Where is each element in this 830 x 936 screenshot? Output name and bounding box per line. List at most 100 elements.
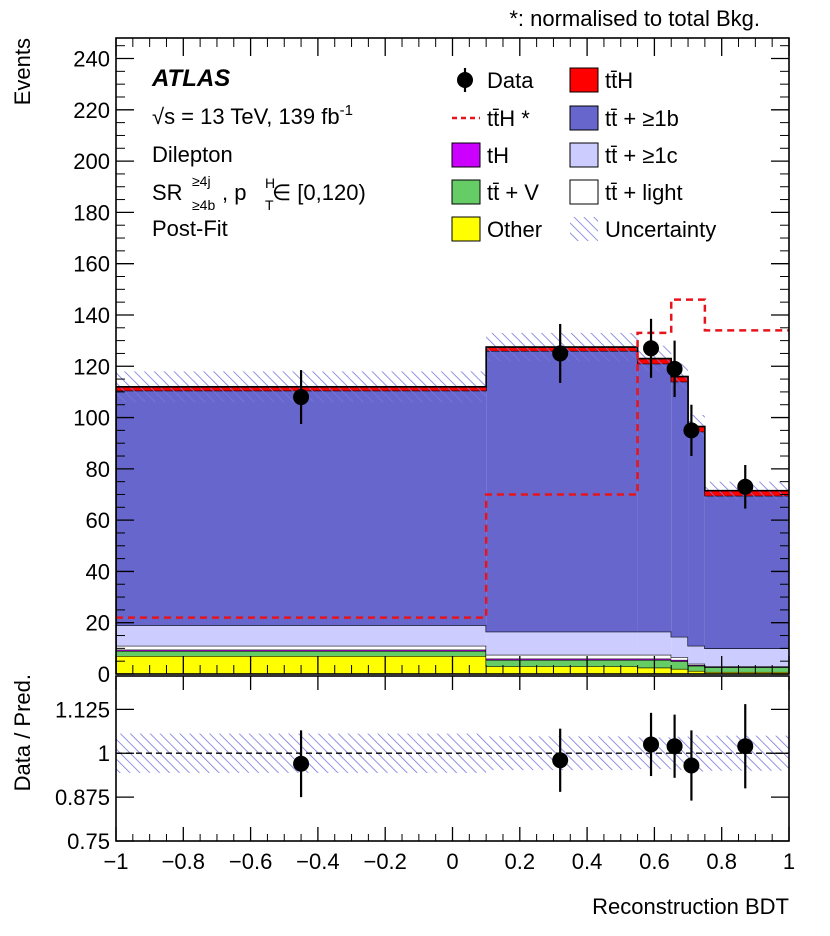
bar-ttV-bin-4 xyxy=(688,665,705,671)
data-point-0 xyxy=(293,389,310,406)
bar-ttV-bin-5 xyxy=(704,667,789,672)
main-ytick-label-11: 220 xyxy=(73,98,110,123)
bar-tt_light-bin-3 xyxy=(671,657,689,660)
x-tick-label-7: 0.4 xyxy=(572,849,603,874)
main-axes: 0 20 40 60 80 100 120 140 160 180 200 220 240 xyxy=(73,37,790,687)
bar-tt_1b-bin-3 xyxy=(671,381,689,637)
normalisation-note: *: normalised to total Bkg. xyxy=(509,6,760,31)
bar-tt_light-bin-1 xyxy=(486,654,638,659)
bar-other-bin-4 xyxy=(688,670,705,674)
region-label: SR xyxy=(152,180,183,205)
legend-item-tt_1b: tt̄ + ≥1b xyxy=(569,105,679,131)
legend-swatch xyxy=(569,105,599,131)
bar-tt_1c-bin-4 xyxy=(688,645,705,664)
bar-tt_1c-bin-0 xyxy=(116,625,487,646)
region-range: ∈ [0,120) xyxy=(272,180,366,205)
ratio-point-2 xyxy=(643,736,660,753)
ratio-ytick-label-3: 1.125 xyxy=(55,697,110,722)
x-tick-label-6: 0.2 xyxy=(505,849,536,874)
legend-hatch xyxy=(570,217,598,241)
tth-normalised-step xyxy=(116,298,789,619)
region-sr: SR xyxy=(152,180,183,205)
bar-tH-bin-1 xyxy=(486,658,638,660)
x-tick-label-5: 0 xyxy=(446,849,458,874)
region-pt-sub: T xyxy=(265,197,274,213)
data-point-4 xyxy=(683,422,700,439)
x-tick-label-2: −0.6 xyxy=(229,849,272,874)
ratio-point-0 xyxy=(293,755,310,772)
y-axis-title-main: Events xyxy=(10,38,35,105)
main-ytick-label-6: 120 xyxy=(73,354,110,379)
ratio-point-1 xyxy=(552,752,569,769)
bar-ttV-bin-1 xyxy=(486,659,638,667)
legend-swatch xyxy=(569,142,599,168)
energy-exponent: -1 xyxy=(340,102,353,119)
ratio-ytick-label-0: 0.75 xyxy=(67,829,110,854)
bar-ttV-bin-0 xyxy=(116,650,487,657)
legend-item-data: Data xyxy=(457,68,534,93)
region-pt-sup: H xyxy=(265,175,275,191)
main-ytick-label-5: 100 xyxy=(73,406,110,431)
data-point-5 xyxy=(737,478,754,495)
y-axis-title-ratio: Data / Pred. xyxy=(10,674,35,791)
region-superscript: ≥4j xyxy=(192,173,211,189)
channel-label: Dilepton xyxy=(152,142,233,167)
legend-swatch xyxy=(451,142,481,168)
legend-item-other: Other xyxy=(451,216,542,242)
main-ytick-label-3: 60 xyxy=(86,508,110,533)
bar-tt_1b-bin-0 xyxy=(116,390,487,626)
x-tick-label-0: −1 xyxy=(103,849,128,874)
main-ytick-label-9: 180 xyxy=(73,200,110,225)
main-outline xyxy=(116,346,789,674)
main-ytick-label-0: 0 xyxy=(98,662,110,687)
main-ytick-label-1: 20 xyxy=(86,611,110,636)
legend-label-tt_1c: tt̄ + ≥1c xyxy=(605,143,678,168)
legend-item-ttV: tt̄ + V xyxy=(451,179,539,205)
bar-tH-bin-0 xyxy=(116,649,487,651)
legend-label-tH: tH xyxy=(487,143,509,168)
region-pt: , p xyxy=(222,180,246,205)
ratio-axes: 0.75 0.875 1 1.125 −1 −0.8 −0.6 −0.4 −0.2 0 0.2 0.4… xyxy=(55,675,795,874)
total-outline xyxy=(116,346,789,674)
energy-text: √s = 13 TeV, 139 fb xyxy=(152,104,340,129)
bar-tt_1c-bin-3 xyxy=(671,636,689,658)
legend-label-data: Data xyxy=(487,68,534,93)
bar-other-bin-1 xyxy=(486,666,638,674)
bar-tt_light-bin-0 xyxy=(116,645,487,650)
legend-swatch xyxy=(569,179,599,205)
legend-item-ttH_norm: tt̄H * xyxy=(452,106,530,131)
fit-label: Post-Fit xyxy=(152,216,228,241)
ratio-ytick-label-1: 0.875 xyxy=(55,785,110,810)
legend: Data tt̄H tt̄H * tt̄ + ≥1b tH tt̄ + ≥1c tt̄ + … xyxy=(451,67,716,242)
legend-label-tt_light: tt̄ + light xyxy=(605,180,683,205)
legend-label-other: Other xyxy=(487,217,542,242)
x-tick-label-10: 1 xyxy=(783,849,795,874)
legend-label-ttH_norm: tt̄H * xyxy=(487,106,530,131)
legend-item-uncertainty: Uncertainty xyxy=(570,217,716,242)
tth-normalised-line xyxy=(116,298,789,619)
legend-swatch xyxy=(451,179,481,205)
bar-tt_1c-bin-2 xyxy=(637,631,672,655)
ratio-point-3 xyxy=(666,738,683,755)
main-ytick-label-12: 240 xyxy=(73,47,110,72)
legend-swatch xyxy=(569,67,599,93)
main-ytick-label-4: 80 xyxy=(86,457,110,482)
ratio-ytick-label-2: 1 xyxy=(98,741,110,766)
bar-other-bin-5 xyxy=(704,671,789,674)
main-stack xyxy=(116,346,789,674)
ratio-data-points xyxy=(293,704,754,801)
bar-tt_1c-bin-1 xyxy=(486,631,638,655)
x-tick-label-9: 0.8 xyxy=(706,849,737,874)
legend-marker xyxy=(457,72,473,88)
bar-ttV-bin-3 xyxy=(671,661,689,669)
main-ytick-label-10: 200 xyxy=(73,149,110,174)
atlas-label: ATLAS xyxy=(151,65,230,92)
bar-tH-bin-3 xyxy=(671,659,689,662)
bar-tt_light-bin-4 xyxy=(688,663,705,666)
data-point-1 xyxy=(552,345,569,362)
main-ytick-label-7: 140 xyxy=(73,303,110,328)
legend-item-ttH: tt̄H xyxy=(569,67,633,93)
main-ytick-label-8: 160 xyxy=(73,252,110,277)
bar-tt_1c-bin-5 xyxy=(704,648,789,667)
